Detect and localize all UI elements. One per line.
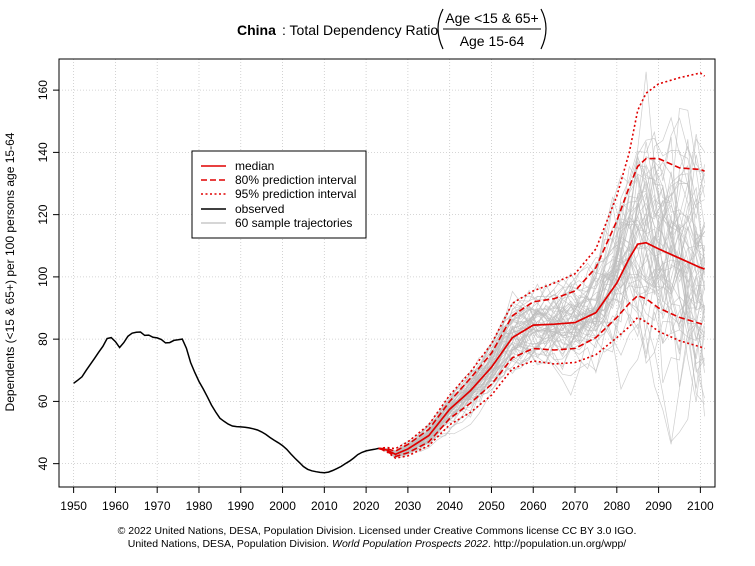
y-tick-label: 140 — [36, 142, 50, 162]
y-axis-label: Dependents (<15 & 65+) per 100 persons a… — [3, 132, 17, 411]
chart-title: China : Total Dependency Ratio Age <15 &… — [237, 8, 547, 50]
sample-trajectory — [378, 141, 705, 454]
y-tick-label: 120 — [36, 204, 50, 224]
sample-trajectory — [378, 192, 705, 454]
title-numerator: Age <15 & 65+ — [445, 10, 538, 26]
x-tick-label: 2040 — [436, 499, 463, 513]
series-lines — [73, 72, 706, 474]
x-tick-label: 2080 — [603, 499, 630, 513]
sample-trajectory — [378, 216, 705, 456]
sample-trajectory — [378, 262, 705, 458]
sample-trajectory — [378, 219, 705, 453]
x-tick-label: 1980 — [186, 499, 213, 513]
sample-trajectory — [378, 191, 705, 453]
sample-trajectory — [378, 217, 705, 456]
title-denominator: Age 15-64 — [460, 33, 525, 49]
x-tick-label: 2050 — [478, 499, 505, 513]
footer-source-prefix: United Nations, DESA, Population Divisio… — [128, 538, 332, 550]
y-tick-label: 40 — [36, 457, 50, 471]
footer-source: United Nations, DESA, Population Divisio… — [128, 538, 627, 550]
title-left-paren — [437, 8, 444, 50]
sample-trajectory — [378, 214, 705, 452]
observed-line — [73, 331, 379, 474]
sample-trajectories — [378, 71, 705, 459]
sample-trajectory — [378, 71, 705, 457]
sample-trajectory — [378, 173, 705, 453]
sample-trajectory — [378, 213, 705, 455]
sample-trajectory — [378, 230, 705, 455]
x-tick-label: 2030 — [395, 499, 422, 513]
x-tick-label: 1960 — [102, 499, 129, 513]
sample-trajectory — [378, 186, 705, 455]
y-tick-label: 160 — [36, 80, 50, 100]
sample-trajectory — [378, 225, 705, 457]
plot-frame — [58, 58, 716, 488]
title-country: China — [237, 22, 276, 38]
footer-source-title: World Population Prospects 2022 — [332, 538, 488, 550]
sample-trajectory — [378, 139, 705, 454]
legend: median 80% prediction interval 95% predi… — [191, 150, 367, 239]
x-tick-label: 2060 — [520, 499, 547, 513]
y-tick-label: 60 — [36, 394, 50, 408]
y-tick-label: 80 — [36, 332, 50, 346]
x-tick-label: 2000 — [269, 499, 296, 513]
x-tick-label: 1990 — [227, 499, 254, 513]
title-text: : Total Dependency Ratio — [282, 22, 438, 38]
legend-label-pi80: 80% prediction interval — [235, 173, 356, 187]
x-tick-label: 2020 — [353, 499, 380, 513]
legend-label-median: median — [235, 159, 274, 173]
sample-trajectory — [378, 280, 705, 456]
pi80-lower-line — [378, 294, 705, 458]
sample-trajectory — [378, 160, 705, 453]
x-tick-label: 1950 — [60, 499, 87, 513]
footer-source-url: . http://population.un.org/wpp/ — [488, 538, 626, 550]
footer-copyright: © 2022 United Nations, DESA, Population … — [118, 525, 637, 537]
sample-trajectory — [378, 156, 705, 454]
x-tick-label: 2100 — [687, 499, 714, 513]
title-right-paren — [540, 8, 547, 50]
footer: © 2022 United Nations, DESA, Population … — [118, 525, 637, 550]
x-tick-label: 2070 — [562, 499, 589, 513]
legend-label-observed: observed — [235, 202, 284, 216]
legend-label-trajectories: 60 sample trajectories — [235, 216, 352, 230]
y-axis: 40 60 80 100 120 140 160 — [36, 80, 59, 471]
x-tick-label: 2090 — [645, 499, 672, 513]
sample-trajectory — [378, 202, 705, 454]
x-tick-label: 2010 — [311, 499, 338, 513]
x-tick-label: 1970 — [144, 499, 171, 513]
sample-trajectory — [378, 220, 705, 459]
median-line — [378, 241, 705, 456]
pi80-upper-line — [378, 157, 705, 453]
y-tick-label: 100 — [36, 267, 50, 287]
legend-label-pi95: 95% prediction interval — [235, 187, 356, 201]
x-axis: 1950 1960 1970 1980 1990 2000 2010 2020 2030 2040… — [60, 487, 714, 513]
pi95-upper-line — [378, 72, 706, 450]
grid — [59, 59, 715, 487]
